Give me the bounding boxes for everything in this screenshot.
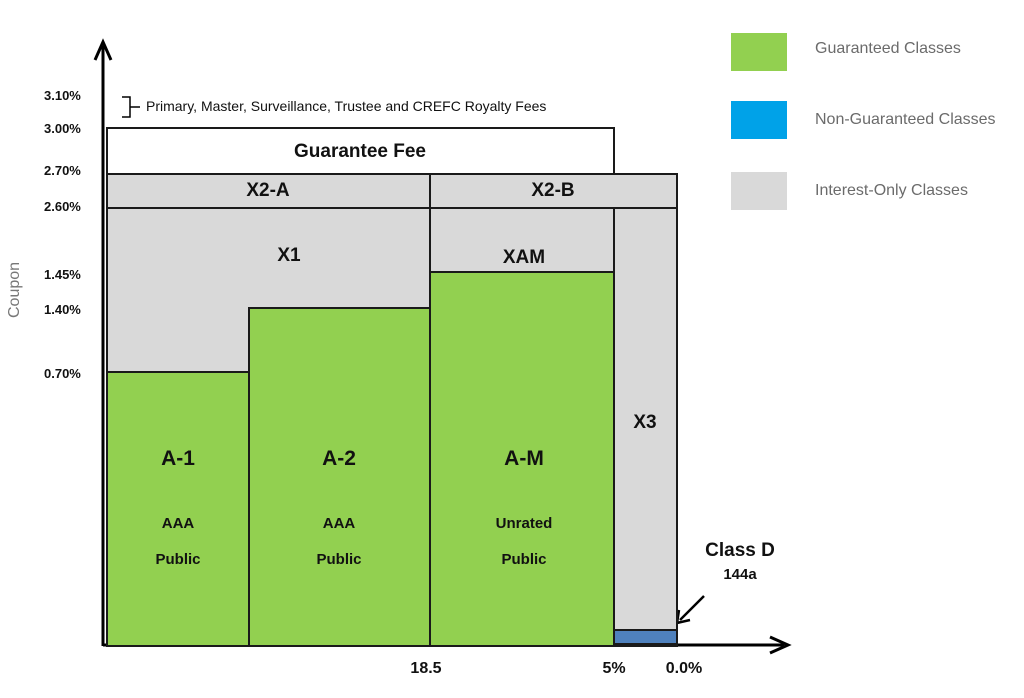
x-tick-185: 18.5: [410, 660, 441, 678]
class-a1-name: A-1: [161, 447, 195, 471]
legend-label-interest-only: Interest-Only Classes: [815, 182, 968, 200]
xam-label: XAM: [503, 247, 545, 269]
legend-swatch-non-guaranteed: [731, 101, 787, 139]
legend-swatch-interest-only: [731, 172, 787, 210]
class-d-box: [613, 629, 678, 645]
legend-label-non-guaranteed: Non-Guaranteed Classes: [815, 111, 996, 129]
fee-note: Primary, Master, Surveillance, Trustee a…: [146, 98, 546, 114]
class-a1-type: Public: [155, 551, 200, 568]
class-a2-type: Public: [316, 551, 361, 568]
x-tick-0pct: 0.0%: [666, 660, 702, 678]
x2b-label: X2-B: [531, 180, 574, 202]
legend-label-guaranteed: Guaranteed Classes: [815, 40, 961, 58]
class-a1-rating: AAA: [162, 515, 195, 532]
class-a1-box: [106, 371, 250, 647]
x2a-label: X2-A: [246, 180, 289, 202]
class-d-name: Class D: [705, 540, 775, 562]
class-am-rating: Unrated: [496, 515, 553, 532]
guarantee-fee-label: Guarantee Fee: [294, 141, 426, 163]
class-am-type: Public: [501, 551, 546, 568]
x1-label: X1: [277, 245, 300, 267]
class-am-name: A-M: [504, 447, 544, 471]
class-a2-name: A-2: [322, 447, 356, 471]
x-tick-5pct: 5%: [602, 660, 625, 678]
x3-label: X3: [633, 412, 656, 434]
class-a2-box: [248, 307, 431, 647]
class-a2-rating: AAA: [323, 515, 356, 532]
legend-swatch-guaranteed: [731, 33, 787, 71]
class-d-type: 144a: [723, 566, 756, 583]
